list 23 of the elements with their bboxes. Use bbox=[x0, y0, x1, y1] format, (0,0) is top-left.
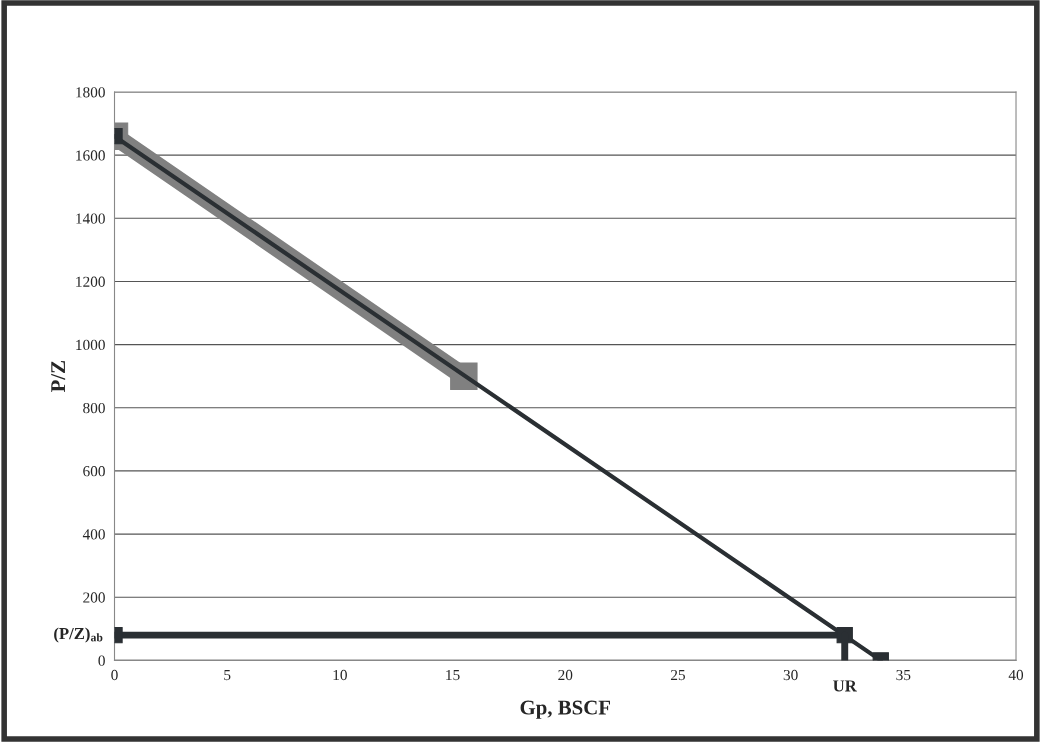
y-tick-label: 600 bbox=[83, 466, 105, 477]
y-tick-label: 1200 bbox=[76, 276, 105, 287]
y-tick-label: 1000 bbox=[76, 339, 105, 351]
x-tick-label: 0 bbox=[111, 669, 118, 681]
y-tick-label: 200 bbox=[83, 592, 105, 603]
annotation: (P/Z)$_{ab}$ bbox=[54, 627, 103, 643]
x-axis-title: Gp, BSCF bbox=[520, 700, 610, 719]
y-tick-label: 400 bbox=[82, 529, 105, 540]
y-tick-label: 800 bbox=[83, 402, 105, 414]
x-tick-label: 10 bbox=[333, 669, 347, 681]
x-tick-label: 15 bbox=[446, 669, 460, 681]
annotation: UR bbox=[833, 680, 857, 692]
x-tick-label: 40 bbox=[1008, 669, 1024, 681]
y-axis-title: P/Z bbox=[51, 361, 66, 393]
y-tick-label: 1800 bbox=[76, 87, 105, 98]
x-tick-label: 35 bbox=[896, 669, 911, 681]
x-tick-label: 5 bbox=[224, 670, 231, 681]
x-tick-label: 25 bbox=[670, 669, 685, 681]
x-tick-label: 20 bbox=[558, 669, 573, 681]
y-tick-label: 1400 bbox=[76, 213, 105, 224]
x-tick-label: 30 bbox=[783, 669, 798, 681]
y-tick-label: 1600 bbox=[76, 150, 105, 161]
y-tick-label: 0 bbox=[98, 655, 105, 666]
